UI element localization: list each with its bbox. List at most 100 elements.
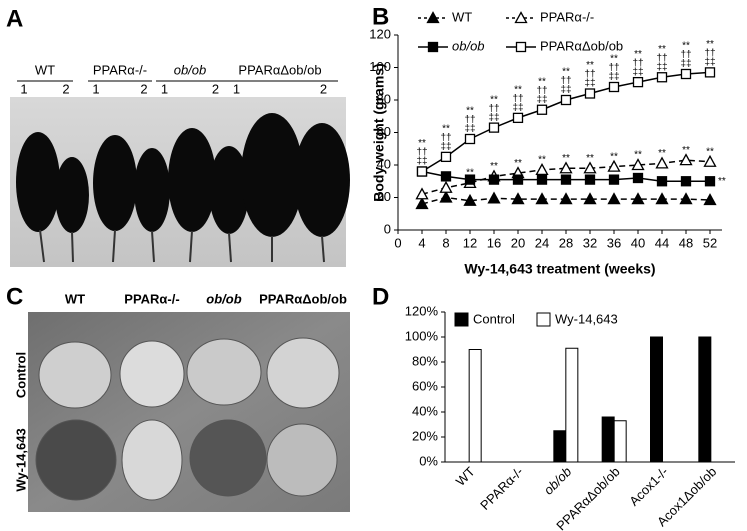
significance-label: ** [514, 85, 522, 96]
significance-label: ** [514, 158, 522, 169]
significance-label: ** [658, 148, 666, 159]
marker [535, 192, 549, 205]
significance-label: ** [718, 176, 726, 187]
significance-label: ** [538, 76, 546, 87]
significance-label: †† [464, 115, 475, 126]
group-label: WT [35, 62, 55, 77]
group-label: PPARαΔob/ob [238, 62, 321, 77]
x-tick-label: 20 [511, 235, 525, 250]
significance-label: ** [466, 168, 474, 179]
legend-marker [427, 41, 439, 53]
significance-label: ‡‡ [584, 78, 595, 89]
marker [607, 159, 621, 172]
significance-label: ‡‡ [488, 112, 499, 123]
y-axis-title: Body weight (grams) [371, 63, 387, 201]
x-tick-label: ob/ob [541, 464, 575, 498]
marker [656, 72, 668, 83]
significance-label: ** [586, 60, 594, 71]
legend-marker [515, 41, 527, 53]
marker [488, 122, 500, 133]
marker [487, 191, 501, 204]
legend-marker [514, 11, 528, 24]
significance-label: ** [634, 49, 642, 60]
y-tick-label: 60% [412, 378, 438, 393]
y-tick-label: 80% [412, 353, 438, 368]
marker [463, 193, 477, 206]
bar [553, 430, 567, 463]
significance-label: †† [680, 50, 691, 61]
significance-label: †† [608, 63, 619, 74]
significance-label: ‡‡ [608, 72, 619, 83]
x-tick-label: Acox1-/- [626, 464, 671, 509]
significance-label: ** [466, 106, 474, 117]
significance-label: ‡‡ [560, 85, 571, 96]
marker [416, 166, 428, 177]
significance-label: ** [490, 94, 498, 105]
significance-label: ‡‡ [632, 67, 643, 78]
marker [584, 88, 596, 99]
marker [440, 151, 452, 163]
marker [632, 172, 644, 184]
significance-label: ‡‡ [536, 94, 547, 105]
sample-label: 2 [212, 81, 219, 96]
significance-label: ** [610, 54, 618, 65]
marker [608, 174, 620, 185]
y-tick-label: 100 [369, 59, 391, 74]
significance-label: ** [562, 67, 570, 78]
marker [607, 192, 621, 205]
significance-label: †† [512, 94, 523, 105]
significance-label: †† [632, 58, 643, 69]
significance-label: ** [418, 138, 426, 149]
significance-label: ** [634, 150, 642, 161]
legend-label: PPARα-/- [540, 9, 594, 24]
significance-label: ** [610, 151, 618, 162]
marker [511, 192, 525, 205]
bar [698, 336, 712, 463]
column-label: PPARαΔob/ob [259, 291, 347, 306]
marker [559, 192, 573, 205]
column-label: WT [65, 291, 85, 306]
sample-label: 1 [233, 81, 240, 96]
x-tick-label: WT [453, 464, 478, 489]
significance-label: ‡‡ [512, 103, 523, 114]
y-tick-label: 0 [384, 221, 391, 236]
x-tick-label: 28 [559, 235, 573, 250]
significance-label: †† [560, 76, 571, 87]
marker [560, 174, 572, 185]
marker [704, 67, 716, 78]
x-tick-label: 8 [442, 235, 449, 250]
marker [464, 174, 476, 185]
marker [583, 192, 597, 205]
sample-label: 1 [20, 81, 27, 96]
marker [679, 192, 693, 205]
marker [415, 187, 429, 200]
legend-swatch [454, 312, 469, 327]
significance-label: ‡‡ [656, 62, 667, 73]
marker [535, 163, 549, 176]
marker [439, 180, 453, 193]
x-tick-label: 24 [535, 235, 549, 250]
sample-label: 1 [92, 81, 99, 96]
significance-label: †† [536, 85, 547, 96]
panel-letter: B [372, 3, 389, 30]
marker [536, 174, 548, 185]
significance-label: ** [538, 155, 546, 166]
y-tick-label: 0% [419, 453, 438, 468]
y-tick-label: 120 [369, 26, 391, 41]
significance-label: ** [562, 153, 570, 164]
x-tick-label: 48 [679, 235, 693, 250]
column-label: ob/ob [206, 291, 241, 306]
x-tick-label: 52 [703, 235, 717, 250]
significance-label: †† [704, 48, 715, 59]
mice [16, 113, 350, 263]
photo-labels: WT PPARα-/- ob/ob PPARαΔob/ob Control Wy-14,6… [13, 291, 347, 491]
y-tick-label: 60 [377, 124, 391, 139]
bar [613, 420, 627, 463]
bar [650, 336, 663, 463]
marker [655, 192, 669, 205]
significance-label: ‡‡ [416, 156, 427, 167]
y-tick-label: 80 [377, 91, 391, 106]
significance-label: ** [706, 39, 714, 50]
marker [439, 190, 453, 203]
